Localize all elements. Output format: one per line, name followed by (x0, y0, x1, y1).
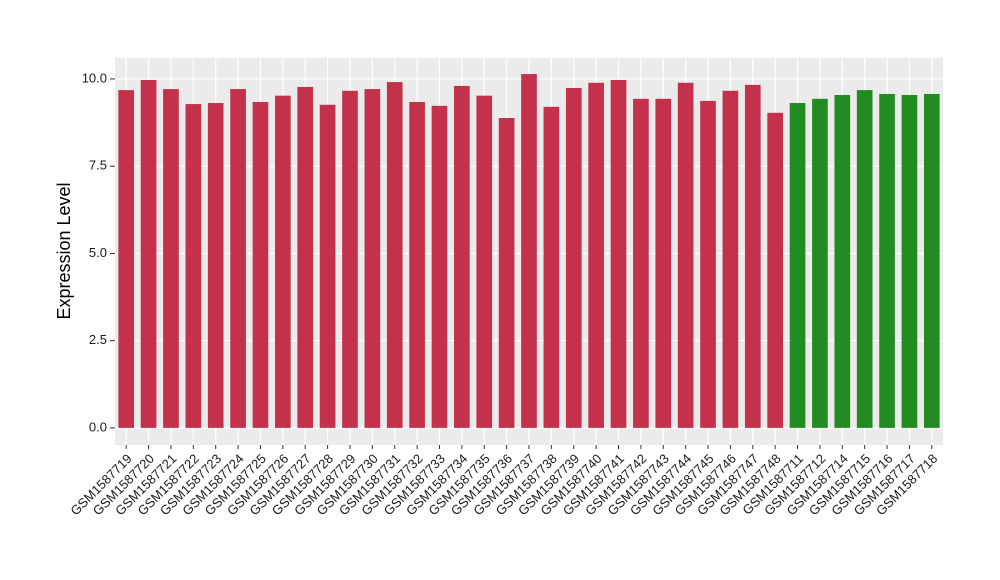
bar (565, 88, 582, 428)
bar (319, 104, 336, 428)
bar (834, 94, 851, 428)
bar (610, 79, 627, 428)
bar (923, 93, 940, 428)
bar (677, 82, 694, 428)
bar (588, 82, 604, 428)
bar (700, 100, 716, 428)
bar (207, 103, 224, 428)
bar (185, 104, 202, 428)
bar (454, 85, 470, 428)
bar (521, 74, 537, 428)
bar (722, 90, 739, 428)
bar (431, 105, 448, 428)
bar (364, 89, 381, 428)
bar (409, 101, 425, 428)
bar (655, 98, 672, 428)
bar (879, 93, 895, 428)
bar (543, 106, 560, 428)
bar (140, 79, 157, 428)
bar (498, 118, 515, 428)
y-tick-label: 10.0 (82, 70, 107, 85)
bar (744, 84, 761, 428)
bar (297, 86, 314, 428)
y-tick-label: 5.0 (89, 245, 107, 260)
bar (275, 95, 291, 428)
bar (163, 89, 179, 428)
bar (812, 98, 828, 428)
bar (856, 90, 873, 428)
bar (386, 82, 403, 428)
bar (118, 90, 135, 428)
bar (342, 90, 358, 428)
bar (789, 103, 806, 428)
bar (633, 98, 649, 428)
y-tick-label: 2.5 (89, 332, 107, 347)
bar (901, 94, 918, 428)
y-axis-title: Expression Level (54, 182, 74, 319)
y-tick-label: 0.0 (89, 419, 107, 434)
bar (476, 95, 493, 428)
bar (767, 112, 783, 428)
y-tick-label: 7.5 (89, 158, 107, 173)
bar (252, 101, 269, 428)
bar (230, 89, 246, 428)
